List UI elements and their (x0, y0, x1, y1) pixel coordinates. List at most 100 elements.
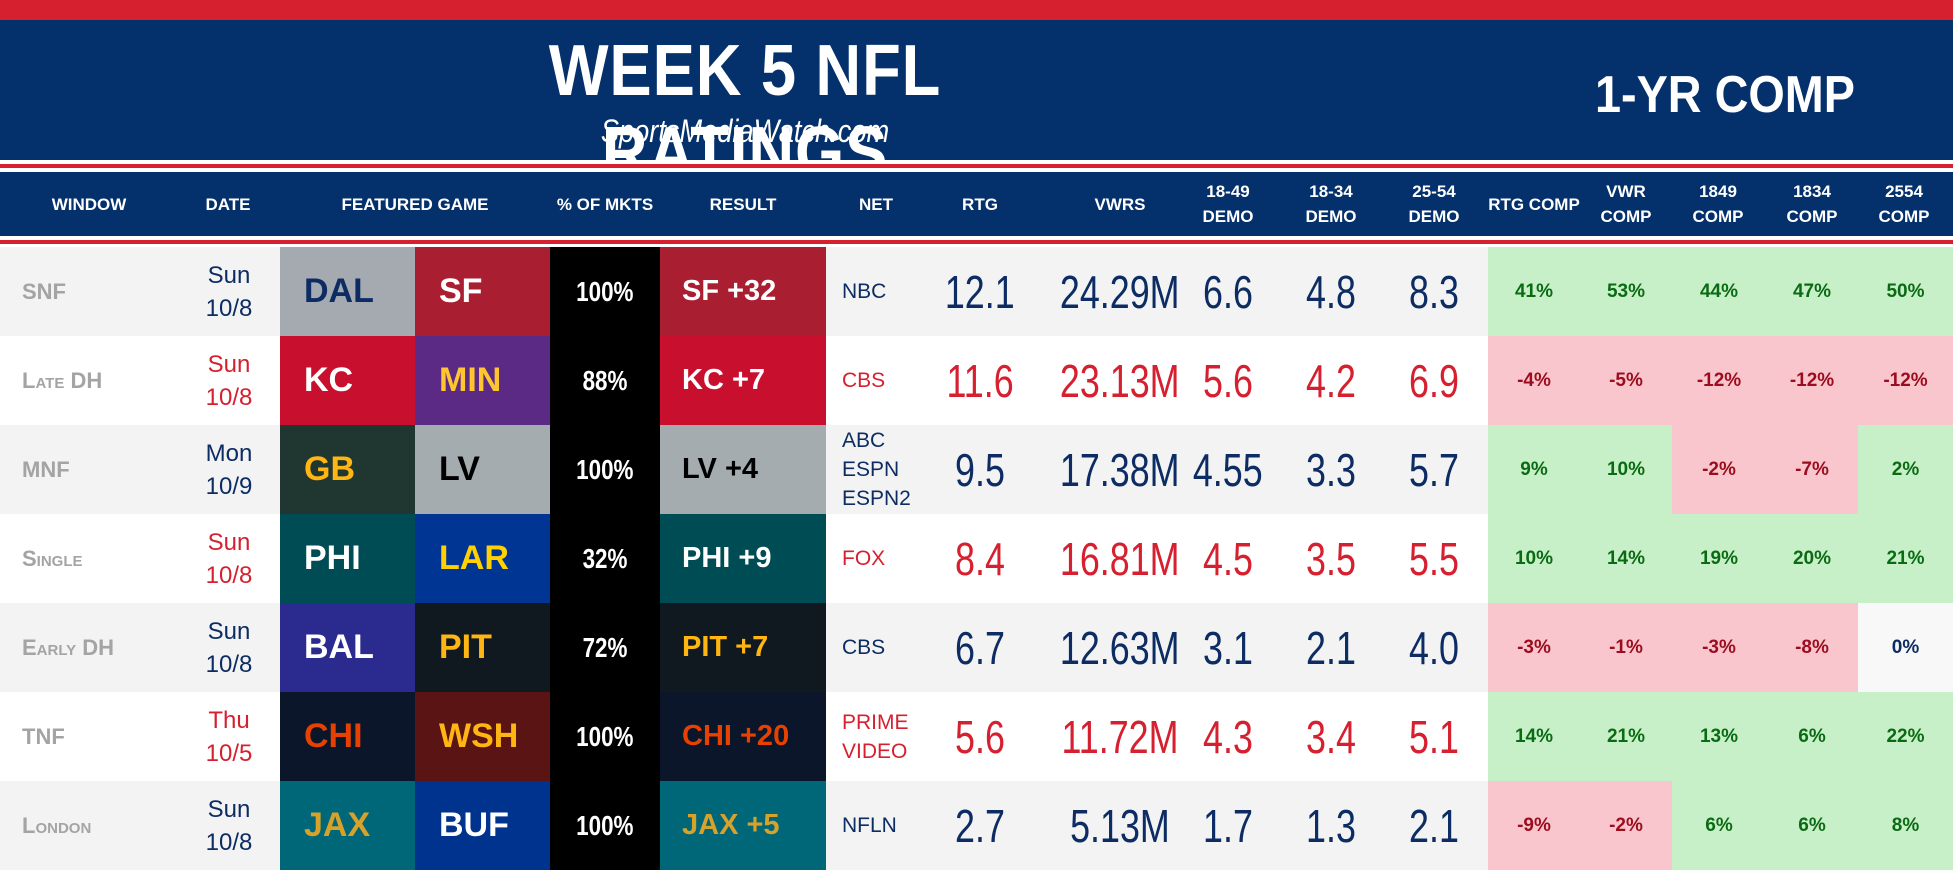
d1834-value-cell: 3.3 (1287, 425, 1375, 514)
vwrs-value-cell: 11.72M (1034, 692, 1206, 781)
rtg-comp-cell: -3% (1488, 603, 1580, 692)
result-cell: CHI +20 (660, 692, 826, 781)
1834-comp-cell-text: -7% (1795, 458, 1829, 480)
date-cell: Mon 10/9 (178, 425, 280, 514)
top-red-bar (0, 0, 1953, 20)
d1834-value-cell: 4.8 (1287, 247, 1375, 336)
1849-comp-cell: -3% (1672, 603, 1766, 692)
d1849-value-cell-text: 4.3 (1203, 710, 1253, 763)
vwrs-value-cell-text: 17.38M (1060, 443, 1180, 496)
rtg-value-cell-text: 12.1 (945, 265, 1015, 318)
result-cell: KC +7 (660, 336, 826, 425)
window-cell: London (0, 781, 178, 870)
1834-comp-cell-text: -12% (1789, 369, 1835, 391)
vwrs-value-cell: 24.29M (1034, 247, 1206, 336)
2554-comp-cell: 50% (1858, 247, 1953, 336)
d1849-value-cell: 3.1 (1184, 603, 1272, 692)
vwrs-value-cell-text: 23.13M (1060, 354, 1180, 407)
rtg-comp-cell-text: -9% (1517, 814, 1551, 836)
result-cell: LV +4 (660, 425, 826, 514)
d2554-value-cell-text: 5.1 (1409, 710, 1459, 763)
away-team-cell: CHI (280, 692, 415, 781)
d1849-value-cell-text: 4.55 (1193, 443, 1263, 496)
1834-comp-cell: -7% (1766, 425, 1858, 514)
1834-comp-cell: 6% (1766, 692, 1858, 781)
rtg-comp-cell: -9% (1488, 781, 1580, 870)
network-cell-text: ABC ESPN ESPN2 (842, 429, 911, 510)
rtg-value-cell: 9.5 (926, 425, 1034, 514)
1849-comp-cell-text: -12% (1696, 369, 1742, 391)
d2554-value-cell-text: 5.5 (1409, 532, 1459, 585)
pct-markets-cell-text: 100% (576, 453, 634, 485)
pct-markets-cell-text: 100% (576, 720, 634, 752)
date-cell-text: Thu 10/5 (205, 706, 253, 767)
1849-comp-cell: -2% (1672, 425, 1766, 514)
d1849-value-cell-text: 6.6 (1203, 265, 1253, 318)
home-team-cell: SF (415, 247, 550, 336)
table-row: London Sun 10/8 JAX BUF 100% JAX +5 NFLN 2.7 5.1… (0, 781, 1953, 870)
d1849-value-cell-text: 5.6 (1203, 354, 1253, 407)
d1834-value-cell-text: 2.1 (1306, 621, 1356, 674)
vwrs-value-cell: 12.63M (1034, 603, 1206, 692)
home-team-cell-text: PIT (439, 628, 492, 666)
date-cell-text: Sun 10/8 (205, 528, 253, 589)
table-row: Single Sun 10/8 PHI LAR 32% PHI +9 FOX 8.4 16.81… (0, 514, 1953, 603)
rtg-value-cell: 5.6 (926, 692, 1034, 781)
d2554-value-cell-text: 8.3 (1409, 265, 1459, 318)
vwrs-value-cell-text: 5.13M (1070, 799, 1170, 852)
result-cell: SF +32 (660, 247, 826, 336)
date-cell: Sun 10/8 (178, 514, 280, 603)
vwrs-value-cell: 17.38M (1034, 425, 1206, 514)
result-cell-text: PHI +9 (682, 542, 772, 574)
away-team-cell-text: DAL (304, 272, 374, 310)
rtg-comp-cell-text: 10% (1514, 547, 1554, 569)
rtg-value-cell-text: 6.7 (955, 621, 1005, 674)
network-cell-text: NFLN (842, 814, 897, 837)
vwrs-value-cell: 16.81M (1034, 514, 1206, 603)
divider-stripe (0, 236, 1953, 240)
network-cell: NBC (826, 247, 926, 336)
d2554-value-cell: 5.7 (1390, 425, 1478, 514)
d2554-value-cell: 4.0 (1390, 603, 1478, 692)
rtg-value-cell: 2.7 (926, 781, 1034, 870)
d1834-value-cell: 2.1 (1287, 603, 1375, 692)
d1849-value-cell: 4.3 (1184, 692, 1272, 781)
vwr-comp-cell-text: 10% (1606, 458, 1646, 480)
table-row: Late DH Sun 10/8 KC MIN 88% KC +7 CBS 11.6 23.13… (0, 336, 1953, 425)
away-team-cell: PHI (280, 514, 415, 603)
col-date: DATE (205, 194, 251, 214)
network-cell-text: CBS (842, 636, 886, 659)
rtg-value-cell-text: 2.7 (955, 799, 1005, 852)
network-cell: CBS (826, 336, 926, 425)
result-cell-text: CHI +20 (682, 720, 790, 752)
table-row: SNF Sun 10/8 DAL SF 100% SF +32 NBC 12.1 24.29M 6… (0, 247, 1953, 336)
vwrs-value-cell-text: 12.63M (1060, 621, 1180, 674)
vwr-comp-cell: 21% (1580, 692, 1672, 781)
d2554-value-cell-text: 2.1 (1409, 799, 1459, 852)
home-team-cell: WSH (415, 692, 550, 781)
date-cell-text: Sun 10/8 (205, 795, 253, 856)
vwrs-value-cell: 5.13M (1034, 781, 1206, 870)
d2554-value-cell-text: 4.0 (1409, 621, 1459, 674)
2554-comp-cell-text: 2% (1891, 458, 1920, 480)
d1849-value-cell-text: 1.7 (1203, 799, 1253, 852)
rtg-comp-cell-text: 9% (1520, 458, 1548, 480)
2554-comp-cell-text: -12% (1883, 369, 1928, 391)
1834-comp-cell-text: 20% (1792, 547, 1832, 569)
col-2554-comp: 2554 COMP (1878, 182, 1930, 226)
window-cell: MNF (0, 425, 178, 514)
rtg-comp-cell: 10% (1488, 514, 1580, 603)
rtg-comp-cell-text: 41% (1514, 280, 1554, 302)
window-cell-text: London (22, 812, 92, 838)
divider-stripe (0, 240, 1953, 244)
vwrs-value-cell-text: 11.72M (1061, 710, 1179, 763)
date-cell: Sun 10/8 (178, 781, 280, 870)
2554-comp-cell-text: 50% (1886, 280, 1925, 302)
away-team-cell-text: KC (304, 361, 354, 399)
rtg-comp-cell: 9% (1488, 425, 1580, 514)
rtg-value-cell-text: 5.6 (955, 710, 1005, 763)
1834-comp-cell-text: -8% (1795, 636, 1829, 658)
d2554-value-cell-text: 5.7 (1409, 443, 1459, 496)
col-1834-comp: 1834 COMP (1786, 182, 1838, 226)
d1849-value-cell-text: 4.5 (1203, 532, 1253, 585)
